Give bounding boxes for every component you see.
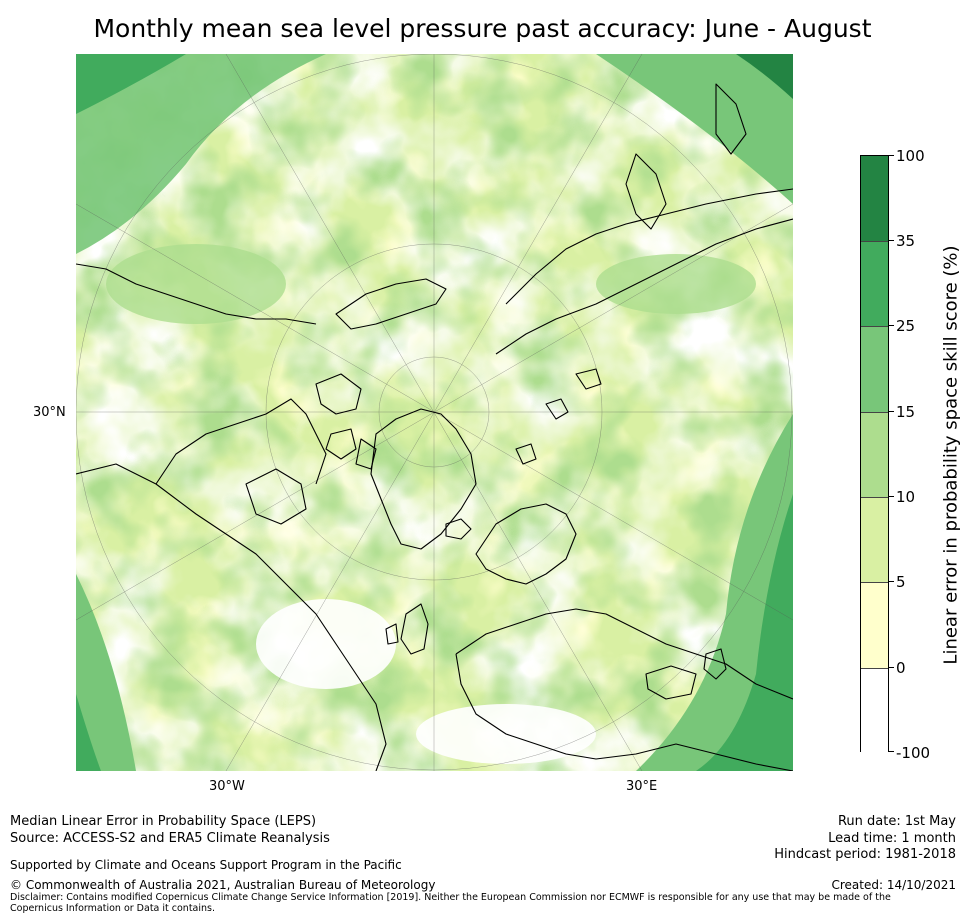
footer-support: Supported by Climate and Oceans Support … [10,858,402,872]
colorbar-tick [888,240,894,241]
footer-created: Created: 14/10/2021 [831,878,956,892]
colorbar-tick-label: 5 [896,573,906,591]
footer-source: Source: ACCESS-S2 and ERA5 Climate Reana… [10,831,330,846]
skill-patch [256,599,396,689]
skill-high-region-ne [596,54,793,204]
footer-lead-time: Lead time: 1 month [828,831,956,846]
colorbar-tick-label: 100 [896,147,925,165]
colorbar-tick-label: 0 [896,659,906,677]
colorbar-tick-label: 25 [896,317,916,335]
colorbar-segment [861,326,888,413]
colorbar-tick [888,751,894,752]
lat-label-30n: 30°N [33,405,66,420]
skill-patch [106,244,286,324]
colorbar-tick [888,411,894,412]
skill-high-region-nw [76,54,326,254]
footer-run-date: Run date: 1st May [837,814,956,829]
skill-higher-region-sw [76,694,101,771]
footer-disclaimer: Disclaimer: Contains modified Copernicus… [10,892,891,914]
colorbar-tick [888,496,894,497]
colorbar-segment [861,412,888,498]
footer-method: Median Linear Error in Probability Space… [10,814,317,829]
colorbar-tick [888,325,894,326]
colorbar-segment [861,668,888,754]
skill-higher-region-se [696,494,793,771]
skill-high-region-sw [76,574,136,771]
colorbar-tick-label: 15 [896,403,916,421]
map-canvas [76,54,793,771]
colorbar-segment [861,241,888,327]
colorbar-title-text: Linear error in probability space skill … [940,245,962,665]
colorbar-tick-label: -100 [896,744,931,762]
colorbar-segment [861,582,888,669]
footer-hindcast: Hindcast period: 1981-2018 [774,847,956,862]
skill-patch [596,254,756,314]
colorbar-tick [888,581,894,582]
colorbar-tick [888,155,894,156]
skill-highest-region-ne [736,54,793,99]
lon-label-30e: 30°E [626,779,658,794]
colorbar-tick-label: 35 [896,232,916,250]
map-title: Monthly mean sea level pressure past acc… [93,14,872,43]
lon-label-30w: 30°W [209,779,245,794]
polar-skill-map [76,54,793,771]
colorbar [860,155,889,754]
coastlines [76,83,793,771]
colorbar-segment [861,156,888,241]
colorbar-tick [888,667,894,668]
colorbar-segment [861,497,888,583]
colorbar-tick-label: 10 [896,488,916,506]
footer-copyright: © Commonwealth of Australia 2021, Austra… [10,878,436,892]
skill-higher-region-nw [76,54,186,114]
